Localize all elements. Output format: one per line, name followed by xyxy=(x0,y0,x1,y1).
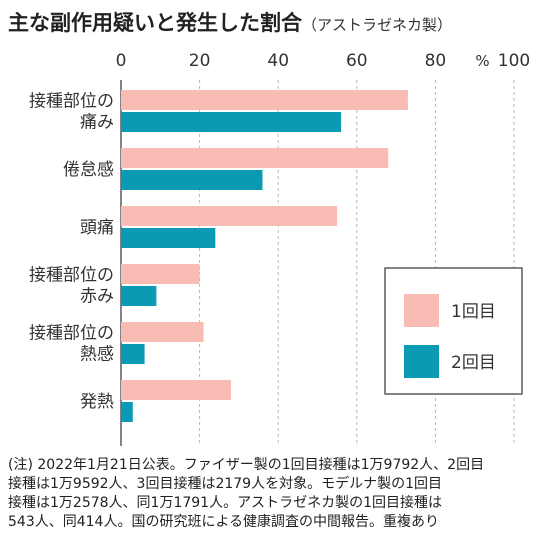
x-tick-label: 40 xyxy=(267,51,289,71)
category-label: 熱感 xyxy=(80,345,114,365)
category-label: 頭痛 xyxy=(80,218,114,238)
bar-dose1 xyxy=(121,90,408,110)
bar-dose2 xyxy=(121,344,145,364)
bar-dose2 xyxy=(121,402,133,422)
x-tick-label: 60 xyxy=(346,51,368,71)
category-label: 痛み xyxy=(80,113,114,133)
bar-dose2 xyxy=(121,228,216,248)
footnote-line: 543人、同414人。国の研究班による健康調査の中間報告。重複あり xyxy=(8,514,440,530)
category-label: 倦怠感 xyxy=(63,160,114,180)
bar-dose1 xyxy=(121,380,232,400)
x-tick-label: 100 xyxy=(498,51,530,71)
footnote-line: (注) 2022年1月21日公表。ファイザー製の1回目接種は1万9792人、2回… xyxy=(8,457,485,473)
chart-subtitle: （アストラゼネカ製） xyxy=(302,16,453,34)
legend-swatch-dose1 xyxy=(404,294,439,327)
category-label: 接種部位の xyxy=(29,92,114,112)
chart-title: 主な副作用疑いと発生した割合 xyxy=(8,11,302,35)
legend-label: 2回目 xyxy=(451,353,496,373)
category-label: 接種部位の xyxy=(29,266,114,286)
x-tick-label: 80 xyxy=(425,51,447,71)
bar-dose2 xyxy=(121,112,342,132)
legend-swatch-dose2 xyxy=(404,345,439,378)
category-label: 発熱 xyxy=(80,392,114,412)
footnote: (注) 2022年1月21日公表。ファイザー製の1回目接種は1万9792人、2回… xyxy=(8,456,532,532)
footnote-line: 接種は1万2578人、同1万1791人。アストラゼネカ製の1回目接種は xyxy=(8,495,442,511)
bar-dose1 xyxy=(121,322,204,342)
x-unit-label: % xyxy=(475,52,489,70)
bar-dose1 xyxy=(121,148,389,168)
bar-dose2 xyxy=(121,286,157,306)
category-label: 接種部位の xyxy=(29,324,114,344)
category-label: 赤み xyxy=(80,287,114,307)
x-tick-label: 0 xyxy=(116,51,127,71)
bar-dose2 xyxy=(121,170,263,190)
x-tick-label: 20 xyxy=(189,51,211,71)
legend-label: 1回目 xyxy=(451,302,496,322)
chart-title-row: 主な副作用疑いと発生した割合（アストラゼネカ製） xyxy=(8,7,534,39)
bar-dose1 xyxy=(121,206,338,226)
bar-dose1 xyxy=(121,264,200,284)
footnote-line: 接種は1万9592人、3回目接種は2179人を対象。モデルナ製の1回目 xyxy=(8,476,442,492)
